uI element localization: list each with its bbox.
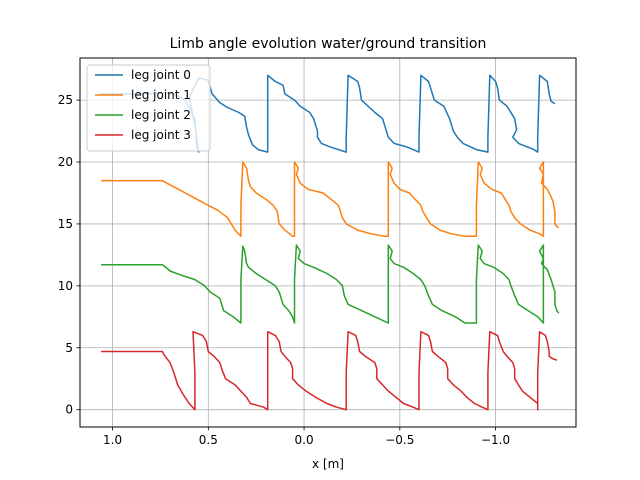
x-tick-label: 0.5 — [199, 433, 218, 447]
x-tick-label: 0.0 — [295, 433, 314, 447]
x-axis-ticks: 1.0 0.5 0.0 −0.5 −1.0 — [103, 427, 510, 447]
y-axis-ticks: 0 5 10 15 20 25 — [58, 93, 80, 417]
legend-label-0: leg joint 0 — [131, 68, 191, 82]
y-tick-label: 25 — [58, 93, 73, 107]
legend: leg joint 0 leg joint 1 leg joint 2 leg joi… — [86, 64, 211, 152]
y-tick-label: 15 — [58, 217, 73, 231]
series-group — [101, 74, 560, 411]
y-tick-label: 0 — [65, 403, 73, 417]
series-line-1 — [101, 161, 560, 238]
x-tick-label: −0.5 — [385, 433, 414, 447]
legend-label-1: leg joint 1 — [131, 88, 191, 102]
legend-box — [86, 64, 211, 152]
chart-title: Limb angle evolution water/ground transi… — [170, 36, 487, 52]
legend-label-3: leg joint 3 — [131, 128, 191, 142]
series-line-3 — [101, 330, 558, 411]
x-tick-label: −1.0 — [481, 433, 510, 447]
y-tick-label: 10 — [58, 279, 73, 293]
series-line-2 — [101, 244, 560, 324]
plot-frame — [79, 57, 577, 428]
x-tick-label: 1.0 — [103, 433, 122, 447]
x-axis-label: x [m] — [312, 457, 344, 471]
grid — [80, 58, 576, 427]
legend-label-2: leg joint 2 — [131, 108, 191, 122]
y-tick-label: 5 — [65, 341, 73, 355]
y-tick-label: 20 — [58, 155, 73, 169]
